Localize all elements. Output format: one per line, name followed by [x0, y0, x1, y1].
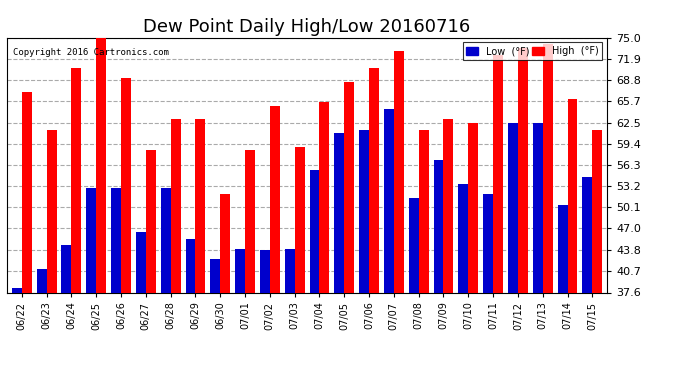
Bar [235, 249, 245, 292]
Bar [295, 147, 304, 292]
Bar [71, 68, 81, 292]
Bar [319, 102, 329, 292]
Bar [508, 123, 518, 292]
Bar [533, 123, 543, 292]
Bar [136, 232, 146, 292]
Bar [161, 188, 170, 292]
Bar [469, 123, 478, 292]
Bar [408, 198, 419, 292]
Bar [121, 78, 131, 292]
Bar [359, 129, 369, 292]
Bar [22, 92, 32, 292]
Bar [444, 119, 453, 292]
Bar [12, 288, 22, 292]
Bar [582, 177, 592, 292]
Bar [61, 246, 71, 292]
Bar [111, 188, 121, 292]
Bar [146, 150, 156, 292]
Title: Dew Point Daily High/Low 20160716: Dew Point Daily High/Low 20160716 [144, 18, 471, 36]
Bar [592, 129, 602, 292]
Bar [369, 68, 379, 292]
Bar [567, 99, 578, 292]
Bar [433, 160, 444, 292]
Bar [285, 249, 295, 292]
Bar [260, 250, 270, 292]
Bar [394, 51, 404, 292]
Bar [245, 150, 255, 292]
Bar [344, 82, 354, 292]
Bar [37, 269, 47, 292]
Bar [458, 184, 469, 292]
Text: Copyright 2016 Cartronics.com: Copyright 2016 Cartronics.com [13, 48, 169, 57]
Bar [270, 106, 279, 292]
Bar [493, 54, 503, 292]
Bar [310, 171, 319, 292]
Bar [96, 34, 106, 292]
Bar [86, 188, 96, 292]
Bar [558, 204, 567, 292]
Bar [543, 44, 553, 292]
Bar [419, 129, 428, 292]
Bar [220, 194, 230, 292]
Bar [210, 259, 220, 292]
Bar [518, 48, 528, 292]
Bar [195, 119, 206, 292]
Bar [335, 133, 344, 292]
Bar [47, 129, 57, 292]
Bar [483, 194, 493, 292]
Bar [186, 238, 195, 292]
Legend: Low  (°F), High  (°F): Low (°F), High (°F) [462, 42, 602, 60]
Bar [384, 109, 394, 292]
Bar [170, 119, 181, 292]
